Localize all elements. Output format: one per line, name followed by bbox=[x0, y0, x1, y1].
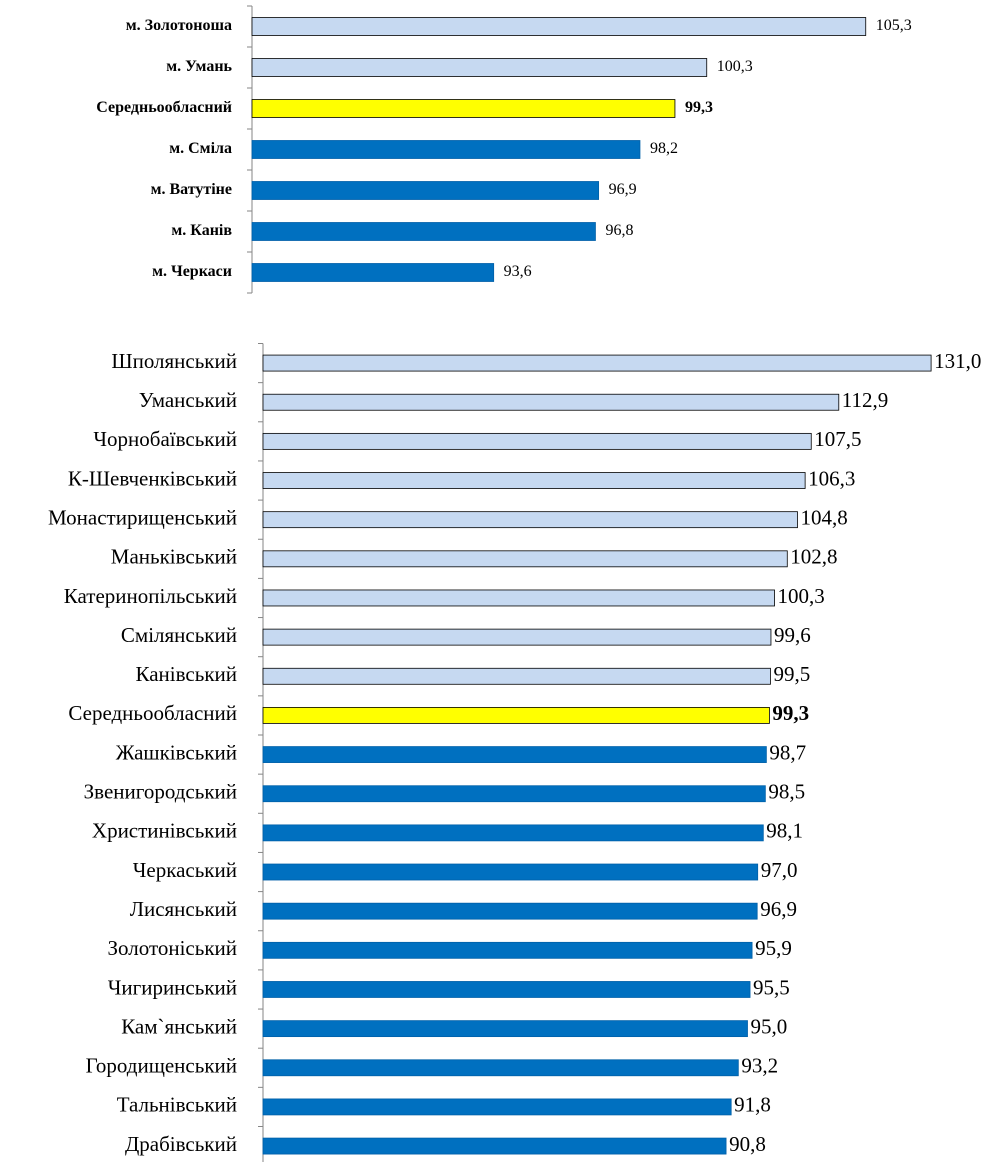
value-label: 98,1 bbox=[766, 819, 803, 843]
value-label: 102,8 bbox=[790, 545, 837, 569]
bar bbox=[262, 863, 759, 881]
category-label: Христинівський bbox=[92, 819, 237, 843]
category-label: Лисянський bbox=[130, 897, 237, 921]
bar bbox=[262, 432, 812, 450]
category-label: м. Умань bbox=[166, 58, 232, 75]
category-label: м. Ватутіне bbox=[151, 181, 232, 198]
category-label: Маньківський bbox=[111, 545, 237, 569]
bar bbox=[262, 354, 932, 372]
category-label: Драбівський bbox=[125, 1132, 237, 1156]
value-label: 93,6 bbox=[504, 263, 532, 280]
bar bbox=[251, 17, 867, 36]
category-label: Городищенський bbox=[86, 1054, 237, 1078]
category-label: Смілянський bbox=[121, 623, 237, 647]
category-label: Кам`янський bbox=[121, 1014, 237, 1038]
category-label: Середньообласний bbox=[68, 701, 237, 725]
bar bbox=[251, 222, 596, 241]
category-label: Золотоніський bbox=[108, 936, 238, 960]
value-label: 99,6 bbox=[774, 623, 811, 647]
bar bbox=[262, 628, 772, 646]
value-label: 98,7 bbox=[769, 740, 806, 764]
value-label: 105,3 bbox=[876, 17, 912, 34]
value-label: 112,9 bbox=[842, 388, 888, 412]
category-label: К-Шевченківський bbox=[68, 466, 237, 490]
value-label: 95,0 bbox=[751, 1014, 788, 1038]
value-label: 95,5 bbox=[753, 975, 790, 999]
bar bbox=[262, 1137, 727, 1155]
value-label: 106,3 bbox=[808, 466, 855, 490]
bar bbox=[262, 824, 764, 842]
value-label: 104,8 bbox=[800, 505, 847, 529]
category-label: Канівський bbox=[136, 662, 238, 686]
category-label: Тальнівський bbox=[117, 1093, 237, 1117]
bar bbox=[251, 99, 676, 118]
value-label: 90,8 bbox=[729, 1132, 766, 1156]
value-label: 98,2 bbox=[650, 140, 678, 157]
value-label: 96,9 bbox=[760, 897, 797, 921]
category-label: м. Сміла bbox=[169, 140, 232, 157]
value-label: 99,5 bbox=[773, 662, 810, 686]
category-label: м. Канів bbox=[171, 222, 232, 239]
bar bbox=[262, 589, 775, 607]
category-label: Шполянський bbox=[111, 349, 237, 373]
category-label: Катеринопільський bbox=[64, 584, 237, 608]
value-label: 131,0 bbox=[934, 349, 981, 373]
value-label: 99,3 bbox=[685, 99, 713, 116]
category-label: Звенигородський bbox=[84, 780, 237, 804]
category-label: м. Золотоноша bbox=[126, 17, 232, 34]
category-label: Чорнобаївський bbox=[93, 427, 237, 451]
value-label: 107,5 bbox=[814, 427, 861, 451]
value-label: 96,8 bbox=[605, 222, 633, 239]
bar bbox=[262, 1020, 748, 1038]
value-label: 99,3 bbox=[772, 701, 809, 725]
bar bbox=[251, 263, 495, 282]
category-label: Чигиринський bbox=[108, 975, 237, 999]
category-label: Середньообласний bbox=[96, 99, 232, 116]
value-label: 97,0 bbox=[761, 858, 798, 882]
bar bbox=[262, 941, 753, 959]
bar bbox=[262, 511, 798, 529]
chart-bottom: Шполянський 131,0 Уманський 112,9 Чорнобаївс… bbox=[48, 343, 981, 1162]
bar bbox=[262, 667, 771, 685]
bar bbox=[262, 1059, 739, 1077]
bar bbox=[262, 472, 806, 489]
bar bbox=[262, 746, 767, 763]
chart-top: м. Золотоноша 105,3 м. Умань 100,3 Середньоо… bbox=[96, 5, 912, 294]
value-label: 100,3 bbox=[717, 58, 753, 75]
value-label: 100,3 bbox=[778, 584, 825, 608]
bar bbox=[262, 785, 766, 803]
category-label: м. Черкаси bbox=[152, 263, 232, 280]
value-label: 93,2 bbox=[741, 1054, 778, 1078]
category-label: Монастирищенський bbox=[48, 505, 237, 529]
bar bbox=[251, 181, 600, 200]
bar bbox=[262, 707, 770, 724]
value-label: 95,9 bbox=[755, 936, 792, 960]
value-label: 91,8 bbox=[734, 1093, 771, 1117]
bar bbox=[262, 902, 758, 920]
bar bbox=[251, 58, 708, 77]
bar bbox=[251, 140, 641, 159]
category-label: Жашківський bbox=[116, 740, 237, 764]
bar bbox=[262, 1098, 732, 1116]
bar bbox=[262, 981, 751, 998]
category-label: Уманський bbox=[139, 388, 237, 412]
value-label: 98,5 bbox=[768, 780, 805, 804]
value-label: 96,9 bbox=[609, 181, 637, 198]
bar bbox=[262, 550, 788, 568]
category-label: Черкаський bbox=[133, 858, 237, 882]
bar bbox=[262, 393, 840, 411]
